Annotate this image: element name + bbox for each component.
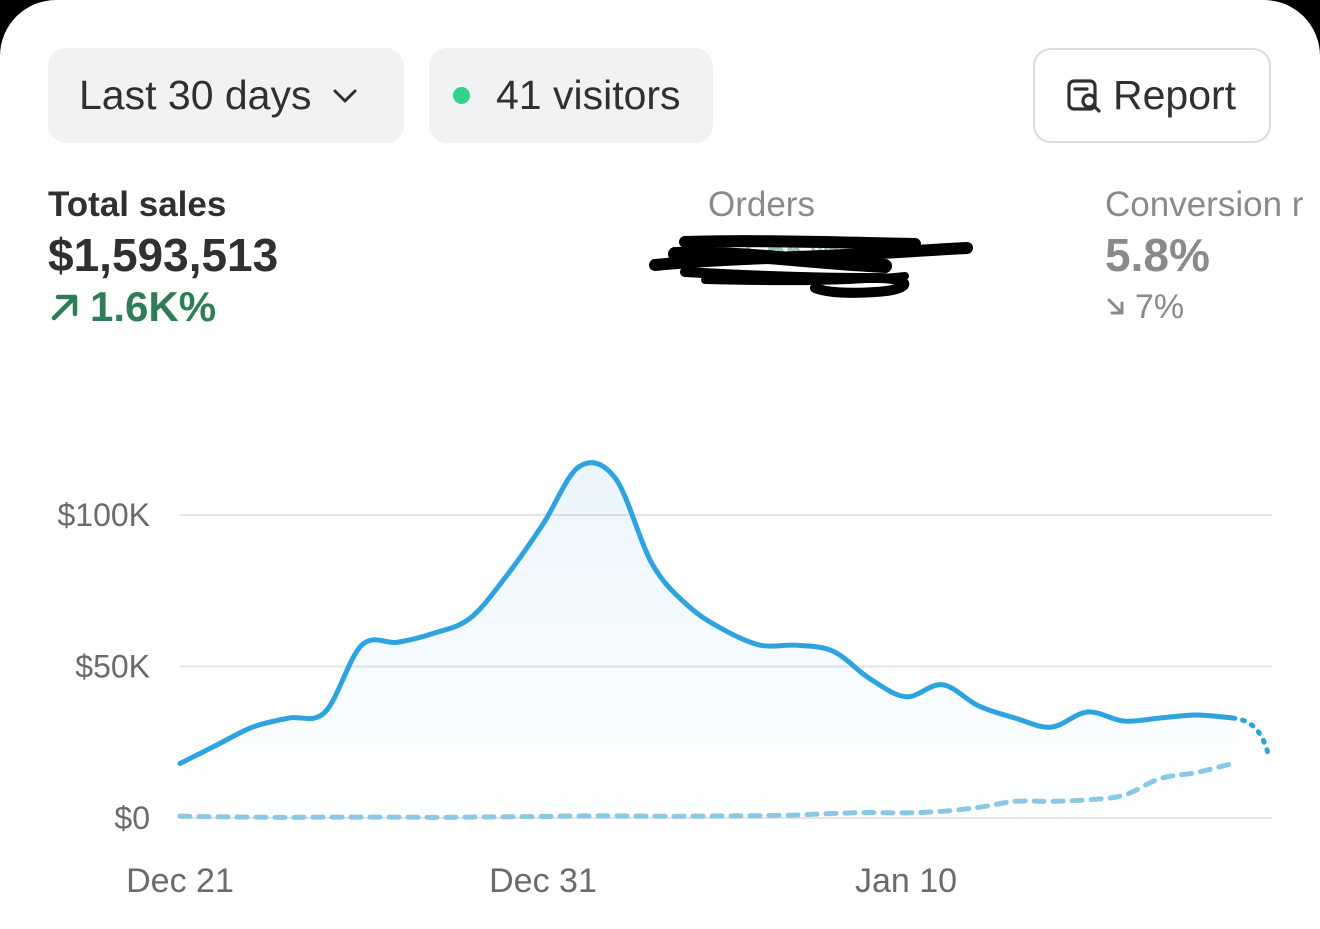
x-tick-label: Jan 10: [855, 862, 957, 900]
series-line-current: [177, 460, 1236, 766]
arrow-up-right-icon: [51, 294, 78, 321]
metric-label: Orders: [708, 185, 815, 224]
x-axis-ticks: Dec 21 Dec 31 Jan 10: [126, 862, 957, 900]
live-status-dot-icon: [453, 87, 470, 104]
metric-label: Conversion r: [1105, 185, 1304, 224]
y-tick-label: $100K: [57, 497, 150, 533]
metric-label: Total sales: [48, 185, 227, 224]
metric-delta: 1.6K%: [48, 283, 278, 331]
metric-value: 5.8%: [1105, 229, 1210, 281]
report-search-icon: [1065, 77, 1103, 115]
metric-conversion-rate[interactable]: Conversion r 5.8% 7%: [1105, 185, 1303, 331]
series-area-current: [180, 462, 1233, 818]
metric-delta-value: 1.6K%: [90, 283, 217, 330]
metric-delta-value: 7%: [1135, 288, 1185, 326]
report-label: Report: [1113, 72, 1237, 118]
sales-line-chart[interactable]: $100K $50K $0 Dec 21 Dec 31 Jan 10: [0, 380, 1320, 929]
report-button[interactable]: Report: [1033, 48, 1271, 143]
date-range-dropdown[interactable]: Last 30 days: [48, 48, 404, 143]
x-tick-label: Dec 21: [126, 862, 234, 900]
metric-total-sales[interactable]: Total sales $1,593,513 1.6K%: [48, 185, 278, 331]
y-axis-ticks: $100K $50K $0: [57, 497, 150, 836]
series-line-current-projected: [1230, 715, 1272, 760]
x-tick-label: Dec 31: [489, 862, 597, 900]
redaction-scribble: [649, 235, 973, 298]
y-tick-label: $0: [114, 800, 150, 836]
chevron-down-icon: [332, 87, 358, 105]
metric-delta: 7%: [1105, 283, 1303, 331]
series-layer: [177, 460, 1272, 820]
y-tick-label: $50K: [75, 649, 150, 685]
metric-value: $1,593,513: [48, 229, 279, 281]
live-visitors-badge[interactable]: 41 visitors: [429, 48, 713, 143]
visitors-count: 41 visitors: [496, 72, 681, 118]
date-range-label: Last 30 days: [79, 72, 312, 118]
arrow-down-right-icon: [1107, 298, 1124, 315]
